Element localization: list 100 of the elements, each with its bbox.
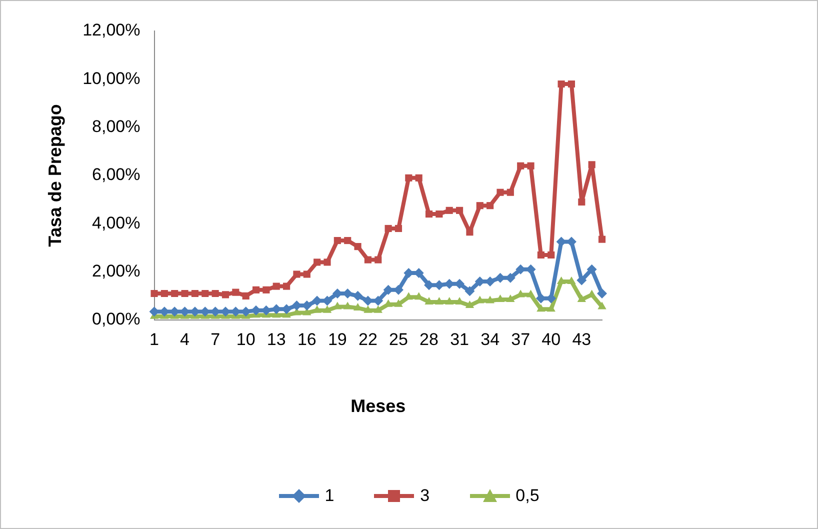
- point: [322, 305, 332, 313]
- point: [334, 236, 341, 244]
- x-tick-label: 10: [236, 330, 256, 349]
- point: [486, 202, 494, 210]
- point: [456, 206, 464, 214]
- point: [362, 296, 373, 306]
- point: [548, 251, 555, 259]
- x-tick-label: 4: [180, 330, 190, 349]
- x-tick-label: 22: [358, 330, 378, 349]
- point: [262, 286, 270, 294]
- x-tick-label: 28: [420, 330, 438, 349]
- point: [598, 236, 606, 243]
- legend-label: 0,5: [516, 486, 540, 506]
- x-tick-label: 13: [266, 330, 286, 349]
- point: [272, 282, 280, 290]
- point: [364, 305, 372, 313]
- point: [586, 264, 597, 274]
- point: [434, 296, 444, 304]
- point: [446, 206, 453, 214]
- point: [222, 291, 230, 298]
- point: [445, 296, 454, 304]
- point: [598, 302, 606, 310]
- x-tick-label: 7: [210, 330, 220, 349]
- x-tick-label: 1: [150, 330, 159, 349]
- point: [454, 278, 465, 289]
- point: [424, 296, 434, 304]
- point: [232, 288, 240, 296]
- y-tick-label: 8,00%: [92, 117, 140, 136]
- point: [191, 290, 198, 298]
- x-tick-label: 25: [389, 330, 408, 349]
- point: [282, 304, 292, 314]
- y-tick-label: 6,00%: [92, 165, 140, 184]
- y-tick-label: 2,00%: [92, 262, 140, 281]
- point: [303, 270, 310, 278]
- y-tick-label: 12,00%: [82, 20, 140, 40]
- point: [546, 304, 556, 312]
- point: [526, 290, 536, 298]
- point: [486, 296, 494, 304]
- legend-label: 1: [324, 486, 334, 506]
- point: [171, 290, 178, 298]
- point: [181, 290, 188, 298]
- point: [293, 270, 300, 278]
- x-tick-label: 34: [480, 330, 500, 349]
- point: [384, 224, 392, 232]
- point: [506, 294, 515, 302]
- point: [597, 288, 607, 299]
- point: [536, 293, 546, 304]
- y-tick-label: 10,00%: [82, 68, 140, 88]
- point: [536, 304, 546, 312]
- y-tick-label: 0,00%: [92, 310, 140, 329]
- point: [578, 198, 586, 206]
- point: [537, 251, 544, 259]
- point: [588, 161, 596, 168]
- point: [242, 292, 250, 300]
- x-tick-label: 37: [511, 330, 530, 349]
- point: [160, 290, 168, 298]
- point: [506, 188, 514, 196]
- point: [202, 290, 209, 298]
- point: [314, 258, 321, 266]
- point: [436, 210, 443, 218]
- point: [517, 162, 524, 170]
- point: [352, 290, 363, 301]
- point: [212, 290, 219, 298]
- x-tick-label: 16: [297, 330, 316, 349]
- point: [464, 286, 475, 296]
- point: [476, 202, 484, 210]
- legend-label: 3: [420, 486, 430, 506]
- point: [394, 224, 402, 232]
- x-tick-label: 43: [572, 330, 592, 349]
- x-tick-label: 40: [542, 330, 561, 349]
- point: [343, 302, 352, 310]
- point: [344, 236, 352, 244]
- point: [568, 80, 576, 88]
- point: [324, 258, 331, 266]
- point: [556, 276, 566, 284]
- point: [466, 228, 474, 236]
- point: [558, 80, 565, 88]
- point: [150, 290, 158, 298]
- point: [252, 286, 260, 294]
- point: [496, 188, 504, 196]
- y-axis-title: Tasa de Prepago: [44, 104, 65, 247]
- point: [283, 282, 290, 290]
- point: [527, 162, 534, 170]
- point: [394, 299, 403, 307]
- point: [567, 276, 576, 284]
- point: [354, 243, 362, 250]
- point: [405, 174, 412, 182]
- point: [577, 294, 586, 302]
- point: [465, 300, 474, 308]
- point: [271, 304, 282, 314]
- point: [374, 256, 382, 264]
- point: [374, 305, 382, 313]
- x-tick-label: 19: [328, 330, 347, 349]
- point: [425, 210, 433, 218]
- point: [546, 293, 556, 304]
- y-tick-label: 4,00%: [92, 213, 140, 232]
- point: [576, 275, 587, 286]
- point: [415, 174, 422, 182]
- x-axis-title: Meses: [350, 396, 406, 416]
- x-tick-label: 31: [450, 330, 469, 349]
